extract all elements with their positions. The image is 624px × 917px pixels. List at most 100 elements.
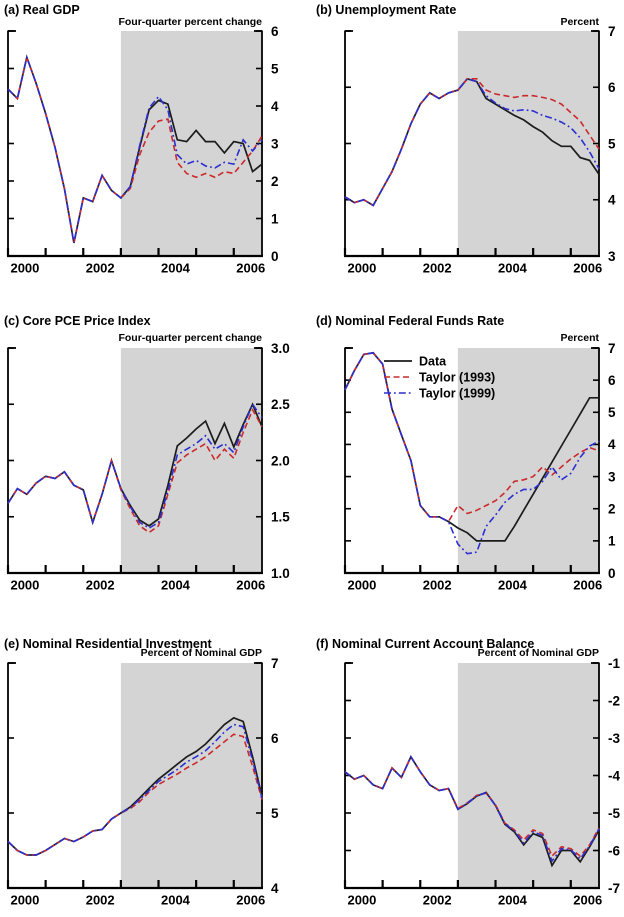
y-tick-label: 5 [271, 61, 279, 76]
shaded-forecast-region [457, 31, 599, 256]
y-tick-label: 6 [271, 731, 279, 746]
x-tick-label: 2006 [236, 893, 265, 908]
panel-real-gdp: (a) Real GDP Four-quarter percent change… [0, 0, 312, 305]
y-tick-label: 6 [271, 24, 279, 39]
y-tick-label: 0 [271, 249, 279, 264]
panel-unit-label: Percent [560, 16, 599, 28]
x-tick-label: 2004 [161, 578, 191, 593]
unemployment-rate-plot: 2000 2002 2004 2006 7 6 5 4 3 [343, 24, 616, 276]
core-pce-plot: 2000 2002 2004 2006 3.0 2.5 2.0 1.5 1.0 [6, 341, 290, 593]
panel-unit-label: Percent [560, 332, 599, 344]
shaded-forecast-region [457, 663, 599, 888]
y-tick-label: -4 [608, 768, 620, 783]
x-tick-label: 2002 [86, 261, 115, 276]
panel-title: (d) Nominal Federal Funds Rate [316, 314, 505, 328]
y-tick-label: 7 [608, 341, 616, 356]
y-tick-label: 2.5 [271, 397, 290, 412]
residential-investment-plot: 2000 2002 2004 2006 7 6 5 4 [6, 656, 279, 908]
panel-title: (f) Nominal Current Account Balance [316, 637, 535, 651]
x-tick-label: 2000 [10, 893, 39, 908]
series-taylor-1999- [344, 77, 600, 207]
series-taylor-1993- [344, 351, 600, 523]
x-tick-label: 2002 [423, 893, 452, 908]
y-tick-label: 4 [271, 881, 279, 896]
legend-label: Taylor (1993) [419, 370, 495, 384]
y-tick-label: -7 [608, 881, 620, 896]
x-tick-label: 2006 [573, 893, 602, 908]
panel-unit-label: Percent of Nominal GDP [477, 647, 599, 659]
current-account-balance-plot: 2000 2002 2004 2006 -1 -2 -3 -4 -5 -6 -7 [343, 656, 620, 908]
y-tick-label: 5 [271, 806, 279, 821]
panel-core-pce-price-index: (c) Core PCE Price Index Four-quarter pe… [0, 300, 312, 605]
y-tick-label: 3 [608, 249, 616, 264]
x-tick-label: 2006 [236, 261, 265, 276]
x-tick-label: 2000 [347, 893, 376, 908]
panel-nominal-federal-funds-rate: (d) Nominal Federal Funds Rate Percent 2… [312, 300, 624, 605]
legend-label: Taylor (1999) [419, 386, 495, 400]
y-tick-label: 0 [608, 566, 616, 581]
y-tick-label: 7 [608, 24, 616, 39]
x-tick-label: 2000 [10, 261, 39, 276]
y-tick-label: 5 [608, 136, 616, 151]
y-tick-label: 4 [271, 99, 279, 114]
panel-title: (e) Nominal Residential Investment [4, 637, 212, 651]
x-tick-label: 2006 [573, 578, 602, 593]
y-tick-label: 5 [608, 405, 616, 420]
y-tick-label: -6 [608, 843, 620, 858]
x-tick-label: 2004 [498, 261, 528, 276]
x-tick-label: 2000 [10, 578, 39, 593]
real-gdp-plot: 2000 2002 2004 2006 6 5 4 3 2 1 0 [6, 24, 279, 276]
panel-title: (b) Unemployment Rate [316, 3, 457, 17]
panel-unit-label: Four-quarter percent change [118, 16, 262, 28]
x-tick-label: 2002 [86, 893, 115, 908]
series-taylor-1993- [7, 54, 263, 244]
panel-unit-label: Four-quarter percent change [118, 332, 262, 344]
y-tick-label: -1 [608, 656, 620, 671]
series-taylor-1999- [7, 723, 263, 856]
y-tick-label: 1 [271, 211, 279, 226]
series-taylor-1999- [7, 402, 263, 529]
y-tick-label: 3.0 [271, 341, 290, 356]
y-tick-label: -3 [608, 731, 620, 746]
shaded-forecast-region [120, 348, 262, 573]
x-tick-label: 2004 [498, 893, 528, 908]
y-tick-label: -2 [608, 693, 620, 708]
panel-unemployment-rate: (b) Unemployment Rate Percent 2000 2002 20… [312, 0, 624, 305]
panel-title: (a) Real GDP [4, 3, 80, 17]
x-tick-label: 2002 [423, 261, 452, 276]
series-taylor-1999- [344, 351, 600, 555]
x-tick-label: 2004 [498, 578, 528, 593]
panel-nominal-residential-investment: (e) Nominal Residential Investment Perce… [0, 608, 312, 913]
y-tick-label: 4 [608, 193, 616, 208]
y-tick-label: 4 [608, 437, 616, 452]
shaded-forecast-region [457, 348, 599, 573]
x-tick-label: 2006 [573, 261, 602, 276]
y-tick-label: 3 [608, 469, 616, 484]
y-tick-label: 2 [608, 502, 616, 517]
x-tick-label: 2000 [347, 578, 376, 593]
series-taylor-1999- [7, 54, 263, 244]
y-tick-label: 1 [608, 534, 616, 549]
panel-unit-label: Percent of Nominal GDP [140, 647, 262, 659]
legend-label: Data [419, 354, 447, 368]
y-tick-label: 2 [271, 174, 279, 189]
y-tick-label: 3 [271, 136, 279, 151]
panel-title: (c) Core PCE Price Index [4, 314, 151, 328]
x-tick-label: 2000 [347, 261, 376, 276]
x-tick-label: 2002 [86, 578, 115, 593]
y-tick-label: 6 [608, 80, 616, 95]
federal-funds-rate-plot: 2000 2002 2004 2006 7 6 5 4 3 2 1 0 Data Taylor (1993… [343, 341, 616, 593]
y-tick-label: 2.0 [271, 453, 290, 468]
panel-nominal-current-account-balance: (f) Nominal Current Account Balance Perc… [312, 608, 624, 913]
x-tick-label: 2004 [161, 261, 191, 276]
y-tick-label: 1.5 [271, 510, 290, 525]
x-tick-label: 2006 [236, 578, 265, 593]
y-tick-label: 1.0 [271, 566, 290, 581]
y-tick-label: 7 [271, 656, 279, 671]
x-tick-label: 2002 [423, 578, 452, 593]
series-taylor-1999- [344, 755, 600, 863]
shaded-forecast-region [120, 663, 262, 888]
y-tick-label: -5 [608, 806, 620, 821]
y-tick-label: 6 [608, 373, 616, 388]
